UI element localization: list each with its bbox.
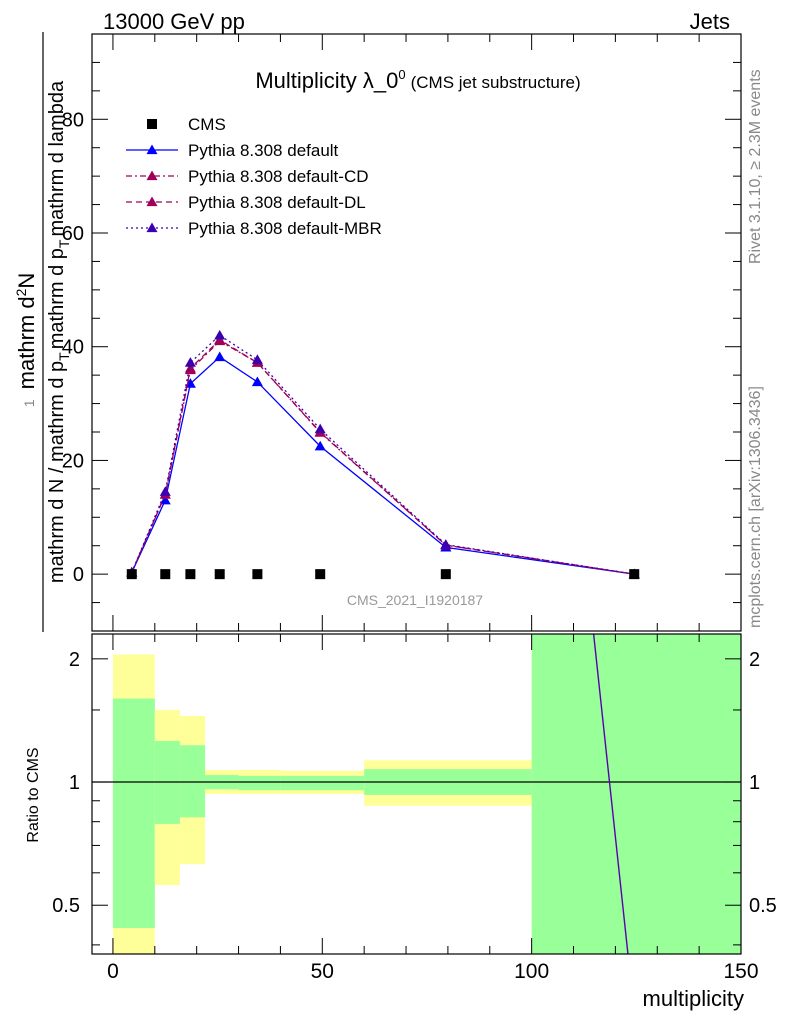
data-point [160,569,171,580]
series-line [131,339,635,575]
legend-marker [146,144,158,155]
legend-entry: CMS [147,115,226,134]
main-y-tick-label: 60 [62,223,84,245]
ratio-y-tick-label: 1 [69,772,80,794]
series-cms [126,569,640,580]
data-point [440,569,451,580]
series-point [159,494,171,505]
ratio-lines [92,633,741,955]
legend-entry: Pythia 8.308 default-DL [126,193,366,212]
x-axis-label: multiplicity [643,986,744,1011]
ratio-band-green [238,775,281,791]
data-point [214,569,225,580]
ratio-y-tick-label-right: 2 [749,649,760,671]
legend-label: Pythia 8.308 default-CD [188,167,369,186]
ratio-series-line [592,633,629,955]
analysis-watermark: CMS_2021_I1920187 [347,592,483,608]
main-plot-frame [91,33,742,632]
series-point [214,329,226,340]
series-point [251,376,263,387]
x-tick-label: 50 [311,960,334,983]
rivet-label: Rivet 3.1.10, ≥ 2.3M events [747,69,764,264]
main-y-tick-label: 0 [73,564,84,586]
main-y-tick-label: 40 [62,337,84,359]
legend-marker [146,170,158,181]
series-pythia-8-308-default-mbr [126,329,640,579]
data-point [126,569,137,580]
series-pythia-8-308-default [126,351,640,579]
series-point [184,362,196,373]
series-line [131,340,635,575]
ratio-band-green [179,745,206,818]
main-y-tick-label: 80 [62,109,84,131]
y-label-denominator: mathrm d N / mathrm d pTmathrm d pTmathr… [46,80,72,583]
series-point [184,357,196,367]
ratio-band-green [280,775,365,791]
main-series [126,329,640,580]
ratio-band-green [531,634,741,954]
ratio-band-green [112,698,155,928]
header-left: 13000 GeV pp [103,9,245,34]
legend-label: Pythia 8.308 default [188,141,339,160]
main-title: Multiplicity λ_00 (CMS jet substructure) [255,67,580,93]
ratio-y-axis-label: Ratio to CMS [25,747,42,842]
main-axis-ticks: 0 20 40 60 80 [62,34,742,631]
ratio-y-tick-label-right: 0.5 [749,895,777,917]
mcplots-label: mcplots.cern.ch [arXiv:1306.3436] [747,386,764,628]
series-point [314,423,326,434]
series-point [214,351,226,362]
series-point [440,539,452,549]
main-y-axis-label: 1 mathrm d2N mathrm d N / mathrm d pTmat… [13,32,72,632]
series-point [314,440,326,451]
legend: CMS Pythia 8.308 default Pythia 8.308 defa… [126,115,382,238]
series-point [159,486,171,496]
y-label-numerator: 1 mathrm d2N [13,273,39,408]
main-y-tick-label: 20 [62,450,84,472]
ratio-y-tick-label: 2 [69,649,80,671]
series-line [131,356,635,575]
series-point [251,354,263,364]
legend-label: Pythia 8.308 default-DL [188,193,366,212]
x-tick-label: 100 [514,960,549,983]
legend-label: Pythia 8.308 default-MBR [188,219,382,238]
data-point [315,569,326,580]
ratio-y-tick-label: 0.5 [52,895,80,917]
x-tick-label: 150 [723,960,758,983]
ratio-plot-frame [91,633,742,955]
legend-entry: Pythia 8.308 default [126,141,339,160]
legend-marker [147,119,157,129]
series-pythia-8-308-default-dl [126,334,640,579]
legend-entry: Pythia 8.308 default-MBR [126,219,382,238]
legend-label: CMS [188,115,226,134]
ratio-bands [112,634,741,954]
ratio-y-tick-label-right: 1 [749,772,760,794]
legend-entry: Pythia 8.308 default-CD [126,167,369,186]
ratio-axis-ticks: 0.5 0.5 1 1 2 2 0 50 100 150 [52,634,777,983]
legend-marker [146,222,158,233]
x-tick-label: 0 [107,960,119,983]
header-right: Jets [690,9,730,34]
series-line [131,334,635,575]
data-point [629,569,640,580]
data-point [185,569,196,580]
data-point [252,569,263,580]
legend-marker [146,196,158,207]
